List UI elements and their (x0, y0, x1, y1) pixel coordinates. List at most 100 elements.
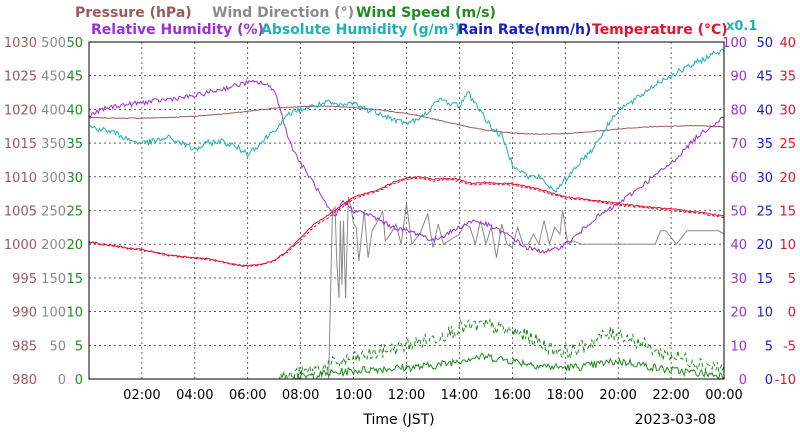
header-wind-direction-label: Wind Direction (°) (212, 5, 354, 21)
y-tick-label: -10 (775, 373, 796, 388)
y-tick-label: 1005 (4, 205, 37, 220)
y-tick-label: 0 (765, 373, 773, 388)
header-temperature-label: Temperature (°C) (592, 22, 728, 38)
y-tick-label: 400 (41, 103, 66, 118)
y-tick-label: 25 (779, 137, 796, 152)
y-tick-label: 40 (66, 103, 83, 118)
y-tick-label: 980 (12, 373, 37, 388)
x-tick-label: 10:00 (335, 388, 372, 403)
y-tick-label: 25 (756, 205, 773, 220)
y-tick-label: 5 (75, 339, 83, 354)
y-tick-label: 20 (779, 171, 796, 186)
y-tick-label: 10 (779, 238, 796, 253)
y-tick-label: 50 (730, 205, 747, 220)
y-tick-label: 15 (66, 272, 83, 287)
y-tick-label: 40 (756, 103, 773, 118)
y-tick-label: 35 (66, 137, 83, 152)
series-pressure-hpa (88, 105, 725, 135)
y-tick-label: 70 (730, 137, 747, 152)
y-tick-label: 1010 (4, 171, 37, 186)
y-tick-label: 995 (12, 272, 37, 287)
y-tick-label: 150 (41, 272, 66, 287)
chart-header: Pressure (hPa) Wind Direction (°) Wind S… (75, 5, 757, 38)
header-wind-speed-label: Wind Speed (m/s) (356, 5, 496, 21)
series-wind-direction (327, 196, 725, 380)
y-tick-label: 35 (756, 137, 773, 152)
y-tick-label: 350 (41, 137, 66, 152)
x-tick-label: 22:00 (652, 388, 689, 403)
y-tick-label: 20 (756, 238, 773, 253)
x-tick-labels: 02:00 04:00 06:00 08:00 10:00 12:00 14:00 16:00… (123, 388, 743, 403)
y-tick-label: 60 (730, 171, 747, 186)
y-tick-label: 5 (765, 339, 773, 354)
x-axis-label: Time (JST) (362, 412, 434, 428)
y-tick-label: 500 (41, 36, 66, 51)
y-tick-label: 1020 (4, 103, 37, 118)
x-tick-label: 20:00 (599, 388, 636, 403)
header-pressure-label: Pressure (hPa) (75, 5, 192, 21)
series-relative-humidity (88, 79, 725, 254)
x-tick-label: 04:00 (176, 388, 213, 403)
y-tick-label: 30 (756, 171, 773, 186)
y-tick-label: 1000 (4, 238, 37, 253)
y-tick-label: 200 (41, 238, 66, 253)
y-tick-label: 50 (66, 36, 83, 51)
y-tick-label: 30 (779, 103, 796, 118)
x-tick-label: 06:00 (229, 388, 266, 403)
y-tick-label: 25 (66, 205, 83, 220)
y-tick-label: 0 (75, 373, 83, 388)
y-tick-label: -5 (783, 339, 796, 354)
x-tick-label: 16:00 (494, 388, 531, 403)
x-tick-label: 14:00 (441, 388, 478, 403)
y-tick-label: 10 (756, 306, 773, 321)
x-tick-label: 18:00 (547, 388, 584, 403)
date-label: 2023-03-08 (635, 412, 716, 428)
header-multiplier-label: x0.1 (726, 19, 757, 34)
series-temperature-c (88, 175, 725, 267)
x-tick-label: 00:00 (705, 388, 742, 403)
y-tick-label: 100 (41, 306, 66, 321)
y-tick-label: 15 (756, 272, 773, 287)
y-tick-label: 1030 (4, 36, 37, 51)
plot-frame (88, 41, 725, 380)
y-tick-label: 990 (12, 306, 37, 321)
y-tick-label: 35 (779, 70, 796, 85)
x-tick-label: 08:00 (282, 388, 319, 403)
y-tick-label: 0 (58, 373, 66, 388)
y-tick-label: 30 (66, 171, 83, 186)
header-rain-rate-label: Rain Rate(mm/h) (458, 22, 591, 38)
y-tick-label: 0 (788, 306, 796, 321)
y-tick-label: 300 (41, 171, 66, 186)
y-tick-label: 80 (730, 103, 747, 118)
y-tick-label: 30 (730, 272, 747, 287)
y-tick-label: 45 (756, 70, 773, 85)
grid-lines (89, 42, 724, 379)
x-tick-label: 02:00 (123, 388, 160, 403)
y-tick-label: 250 (41, 205, 66, 220)
series-temperature-dashed (88, 177, 725, 268)
y-tick-label: 50 (756, 36, 773, 51)
y-tick-label: 450 (41, 70, 66, 85)
header-relative-humidity-label: Relative Humidity (%) (91, 22, 264, 38)
y-tick-label: 50 (49, 339, 66, 354)
y-tick-label: 1025 (4, 70, 37, 85)
y-tick-labels: 9809859909951000100510101015102010251030… (4, 36, 796, 388)
y-tick-label: 100 (722, 36, 747, 51)
y-tick-label: 15 (779, 205, 796, 220)
y-tick-label: 10 (730, 339, 747, 354)
x-tick-label: 12:00 (388, 388, 425, 403)
y-tick-label: 20 (66, 238, 83, 253)
y-tick-label: 90 (730, 70, 747, 85)
y-tick-label: 1015 (4, 137, 37, 152)
y-tick-label: 40 (779, 36, 796, 51)
header-absolute-humidity-label: Absolute Humidity (g/m³) (261, 22, 461, 38)
y-tick-label: 0 (739, 373, 747, 388)
y-tick-label: 5 (788, 272, 796, 287)
y-tick-label: 40 (730, 238, 747, 253)
plot-border (88, 41, 725, 380)
y-tick-label: 985 (12, 339, 37, 354)
y-tick-label: 10 (66, 306, 83, 321)
series-absolute-humidity-g-m (88, 48, 725, 194)
y-tick-label: 45 (66, 70, 83, 85)
